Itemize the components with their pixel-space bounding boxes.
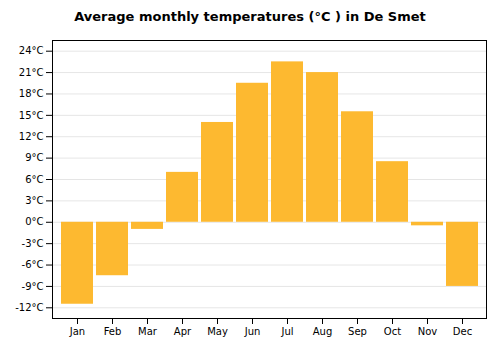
svg-text:24°C: 24°C <box>19 45 44 56</box>
svg-text:-3°C: -3°C <box>22 238 44 249</box>
svg-text:-12°C: -12°C <box>15 302 43 313</box>
svg-text:Aug: Aug <box>313 326 333 337</box>
svg-text:Jul: Jul <box>280 326 293 337</box>
svg-text:May: May <box>207 326 228 337</box>
svg-text:12°C: 12°C <box>19 131 44 142</box>
svg-text:6°C: 6°C <box>25 174 43 185</box>
svg-text:18°C: 18°C <box>19 88 44 99</box>
svg-text:21°C: 21°C <box>19 67 44 78</box>
svg-text:Feb: Feb <box>104 326 122 337</box>
svg-text:Oct: Oct <box>384 326 401 337</box>
svg-text:15°C: 15°C <box>19 110 44 121</box>
svg-text:-9°C: -9°C <box>22 281 44 292</box>
svg-text:9°C: 9°C <box>25 152 43 163</box>
svg-text:0°C: 0°C <box>25 216 43 227</box>
svg-text:-6°C: -6°C <box>22 259 44 270</box>
svg-text:3°C: 3°C <box>25 195 43 206</box>
svg-text:Apr: Apr <box>174 326 192 337</box>
svg-text:Jun: Jun <box>244 326 261 337</box>
svg-text:Mar: Mar <box>138 326 158 337</box>
svg-text:Sep: Sep <box>348 326 367 337</box>
svg-text:Dec: Dec <box>453 326 472 337</box>
html-text:Average monthly temperatures (: Average monthly temperatures (°C ) in De… <box>74 9 426 24</box>
svg-text:Jan: Jan <box>69 326 85 337</box>
svg-text:Nov: Nov <box>418 326 438 337</box>
